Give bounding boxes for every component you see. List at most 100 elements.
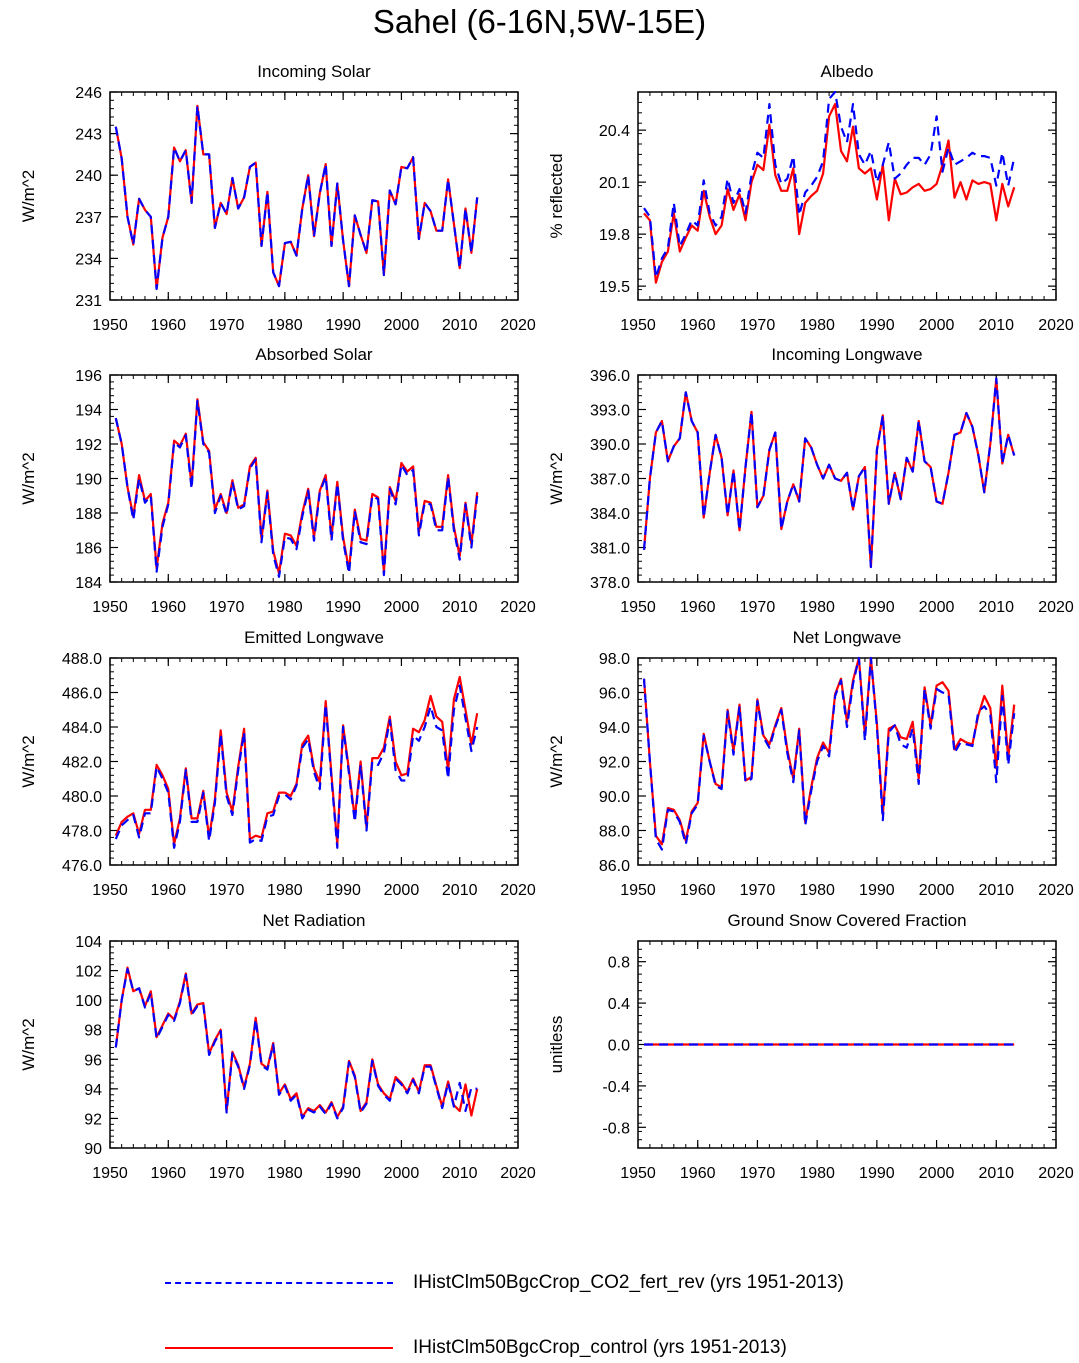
x-tick-label: 2010 (442, 1165, 478, 1182)
y-tick-label: 480.0 (62, 789, 102, 806)
y-tick-label: 104 (75, 934, 102, 951)
x-tick-label: 1970 (209, 317, 245, 334)
x-tick-label: 2020 (1038, 1165, 1074, 1182)
y-tick-label: 102 (75, 964, 102, 981)
plot-frame (109, 91, 519, 301)
y-tick-label: 86.0 (599, 858, 630, 875)
x-tick-label: 1950 (620, 882, 656, 899)
y-tick-label: 482.0 (62, 755, 102, 772)
y-tick-label: 92 (84, 1111, 102, 1128)
x-tick-label: 1950 (92, 1165, 128, 1182)
y-tick-label: 387.0 (590, 472, 630, 489)
x-tick-label: 1970 (740, 882, 776, 899)
series-line-co2-fert-rev (114, 684, 479, 849)
y-tick-label: 0.4 (608, 996, 630, 1013)
y-tick-label: 20.4 (599, 123, 630, 140)
x-tick-label: 1950 (92, 317, 128, 334)
panel-title: Incoming Longwave (771, 345, 922, 364)
x-tick-label: 1970 (209, 599, 245, 616)
panel-1: Albedo % reflected 1950 1960 1970 1980 1990 200… (547, 62, 1074, 334)
panel-title: Albedo (821, 62, 874, 81)
panel-title: Net Radiation (262, 911, 365, 930)
x-tick-label: 2000 (384, 317, 420, 334)
x-tick-label: 2020 (500, 599, 536, 616)
y-tick-label: 20.1 (599, 175, 630, 192)
x-tick-label: 2000 (384, 1165, 420, 1182)
y-axis-label: W/m^2 (19, 452, 38, 504)
y-tick-label: -0.4 (602, 1079, 630, 1096)
x-tick-label: 1990 (325, 1165, 361, 1182)
x-tick-label: 1960 (150, 882, 186, 899)
x-tick-label: 1990 (859, 882, 895, 899)
y-axis-label: unitless (547, 1016, 566, 1074)
legend-swatch-dashed (165, 1282, 393, 1284)
y-axis-label: W/m^2 (19, 1018, 38, 1070)
series-line-co2-fert-rev (114, 399, 479, 578)
legend-label-control: IHistClm50BgcCrop_control (yrs 1951-2013… (413, 1337, 787, 1358)
y-tick-label: 96.0 (599, 686, 630, 703)
x-tick-label: 1990 (325, 882, 361, 899)
y-tick-label: 98 (84, 1023, 102, 1040)
x-tick-label: 2010 (978, 599, 1014, 616)
panel-title: Ground Snow Covered Fraction (727, 911, 966, 930)
y-tick-label: 381.0 (590, 541, 630, 558)
panel-2: Absorbed Solar W/m^2 1950 1960 1970 1980 1990 2… (19, 345, 536, 616)
series-line-co2-fert-rev (642, 377, 1016, 569)
y-tick-label: 19.8 (599, 227, 630, 244)
panels-canvas: Incoming Solar W/m^2 1950 1960 1970 1980 1990 2… (19, 62, 1074, 1182)
series-line-co2-fert-rev (114, 967, 478, 1120)
panel-6: Net Radiation W/m^2 1950 1960 1970 1980 1990 20… (19, 911, 536, 1182)
x-tick-label: 2010 (442, 599, 478, 616)
y-tick-label: 92.0 (599, 755, 630, 772)
x-tick-label: 1950 (92, 599, 128, 616)
y-tick-label: 488.0 (62, 651, 102, 668)
y-tick-label: 190 (75, 472, 102, 489)
series-line-co2-fert-rev (114, 104, 479, 290)
x-tick-label: 2020 (500, 882, 536, 899)
series-line-control (114, 966, 479, 1119)
y-axis-label: W/m^2 (19, 170, 38, 222)
x-tick-label: 1960 (680, 882, 716, 899)
figure-title: Sahel (6-16N,5W-15E) (372, 3, 707, 40)
y-tick-label: 390.0 (590, 437, 630, 454)
x-tick-label: 1960 (680, 599, 716, 616)
panel-title: Net Longwave (793, 628, 902, 647)
x-tick-label: 2010 (978, 882, 1014, 899)
y-tick-label: 19.5 (599, 279, 630, 296)
y-tick-label: 237 (75, 210, 102, 227)
series-line-co2-fert-rev (642, 656, 1016, 851)
x-tick-label: 2000 (919, 317, 955, 334)
x-tick-label: 1980 (267, 317, 303, 334)
series-line-control (642, 377, 1016, 569)
x-tick-label: 1990 (859, 317, 895, 334)
x-tick-label: 2020 (1038, 599, 1074, 616)
x-tick-label: 1970 (740, 317, 776, 334)
y-tick-label: 0.0 (608, 1038, 630, 1055)
y-tick-label: 240 (75, 168, 102, 185)
x-tick-label: 1950 (620, 1165, 656, 1182)
legend-label-co2-fert-rev: IHistClm50BgcCrop_CO2_fert_rev (yrs 1951… (413, 1272, 844, 1293)
y-tick-label: 186 (75, 541, 102, 558)
y-axis-label: W/m^2 (19, 735, 38, 787)
x-tick-label: 2020 (1038, 882, 1074, 899)
y-tick-label: 0.8 (608, 955, 630, 972)
y-tick-label: 90 (84, 1141, 102, 1158)
x-tick-label: 1980 (267, 1165, 303, 1182)
x-tick-label: 1980 (799, 882, 835, 899)
y-tick-label: 94 (84, 1082, 102, 1099)
y-tick-label: 484.0 (62, 720, 102, 737)
panel-0: Incoming Solar W/m^2 1950 1960 1970 1980 1990 2… (19, 62, 536, 334)
y-tick-label: 396.0 (590, 368, 630, 385)
panel-7: Ground Snow Covered Fraction unitless 1950… (547, 911, 1074, 1182)
x-tick-label: 2010 (442, 317, 478, 334)
x-tick-label: 2010 (978, 1165, 1014, 1182)
y-tick-label: 478.0 (62, 824, 102, 841)
y-tick-label: 486.0 (62, 686, 102, 703)
series-line-co2-fert-rev (643, 90, 1016, 279)
x-tick-label: 2000 (384, 599, 420, 616)
panel-3: Incoming Longwave W/m^2 1950 1960 1970 1980 19… (547, 345, 1074, 616)
y-tick-label: 192 (75, 437, 102, 454)
y-tick-label: 96 (84, 1052, 102, 1069)
x-tick-label: 1950 (92, 882, 128, 899)
